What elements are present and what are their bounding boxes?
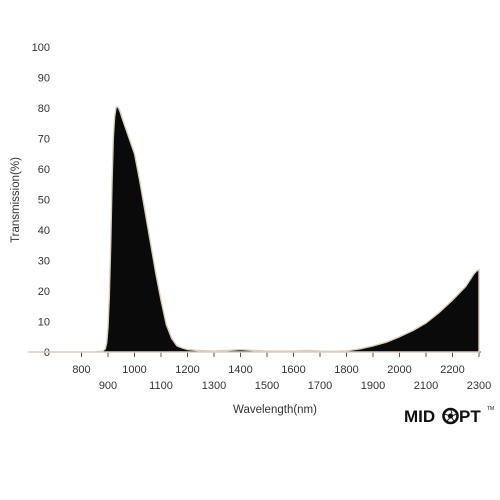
x-tick-label: 1800 bbox=[334, 364, 358, 376]
x-tick-label: 1400 bbox=[228, 364, 252, 376]
x-tick-label: 1200 bbox=[175, 364, 199, 376]
logo-trademark: TM bbox=[487, 406, 494, 412]
x-tick-label: 2000 bbox=[387, 364, 411, 376]
x-axis-tick-marks bbox=[81, 352, 480, 357]
y-tick-label: 70 bbox=[38, 134, 50, 146]
y-axis-title: Transmission(%) bbox=[10, 157, 22, 243]
x-tick-label: 1500 bbox=[255, 380, 279, 392]
y-tick-label: 90 bbox=[38, 73, 50, 85]
y-tick-label: 30 bbox=[38, 256, 50, 268]
y-tick-label: 50 bbox=[38, 195, 50, 207]
x-tick-label: 1700 bbox=[308, 380, 332, 392]
x-axis-title: Wavelength(nm) bbox=[233, 404, 317, 416]
y-tick-label: 80 bbox=[38, 103, 50, 115]
logo-text-mid: MID bbox=[404, 407, 435, 426]
y-tick-label: 40 bbox=[38, 225, 50, 237]
x-tick-label: 1900 bbox=[361, 380, 385, 392]
x-tick-label: 900 bbox=[99, 380, 117, 392]
logo-text-pt: PT bbox=[459, 407, 481, 426]
x-tick-label: 1100 bbox=[149, 380, 173, 392]
logo-aperture-icon bbox=[442, 407, 459, 425]
y-tick-label: 60 bbox=[38, 164, 50, 176]
y-tick-label: 10 bbox=[38, 317, 50, 329]
midopt-logo: MID PT TM bbox=[404, 406, 494, 426]
y-tick-label: 0 bbox=[44, 347, 50, 359]
x-tick-label: 1600 bbox=[281, 364, 305, 376]
transmission-area bbox=[27, 105, 480, 353]
y-tick-label: 20 bbox=[38, 286, 50, 298]
x-axis-tick-labels: 800 1000 1200 1400 1600 1800 2000 2200 900 1100 13… bbox=[72, 364, 491, 392]
x-tick-label: 2100 bbox=[414, 380, 438, 392]
y-tick-label: 100 bbox=[32, 42, 50, 54]
x-tick-label: 2200 bbox=[440, 364, 464, 376]
x-tick-label: 1300 bbox=[202, 380, 226, 392]
x-tick-label: 800 bbox=[72, 364, 90, 376]
y-axis-tick-labels: 0 10 20 30 40 50 60 70 80 90 100 bbox=[32, 42, 50, 359]
x-tick-label: 1000 bbox=[122, 364, 146, 376]
x-tick-label: 2300 bbox=[467, 380, 491, 392]
